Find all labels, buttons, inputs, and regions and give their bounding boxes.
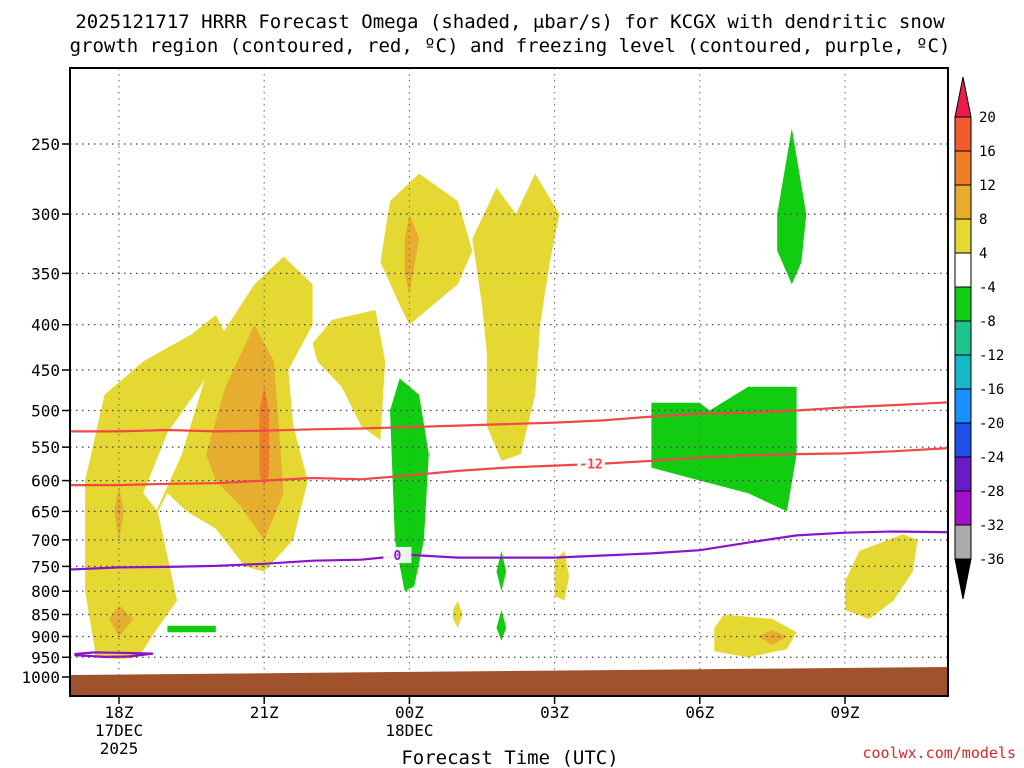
colorbar-label--8: -8 [979,314,996,330]
omega-region-downdraft-20z [167,625,216,633]
x-tick-label-00Z: 00Z [395,703,424,722]
y-tick-label-900: 900 [31,627,60,646]
omega-region-updraft-22z-lobe [312,310,386,441]
y-tick-label-650: 650 [31,502,60,521]
colorbar-band--24 [954,456,972,492]
colorbar-label--24: -24 [979,450,1004,466]
colorbar-label--16: -16 [979,382,1004,398]
omega-region-updraft-0700z-cell [453,600,463,628]
x-tick-label-06Z: 06Z [685,703,714,722]
omega-region-updraft-07z-core [757,630,787,645]
omega-region-downdraft-0200z-low [496,610,507,641]
colorbar-band-16 [954,150,972,186]
contour-dgz-bottom [70,447,948,487]
y-tick-label-700: 700 [31,531,60,550]
colorbar-band-20 [954,116,972,152]
grid-lines [70,68,948,696]
colorbar-label--36: -36 [979,552,1004,568]
y-tick-label-950: 950 [31,648,60,667]
colorbar-band-12 [954,184,972,220]
x-tick-label-03Z: 03Z [540,703,569,722]
colorbar-label-16: 16 [979,144,996,160]
omega-region-updraft-00z-upper [380,173,473,325]
y-tick-label-300: 300 [31,205,60,224]
colorbar-label--20: -20 [979,416,1004,432]
y-tick-label-800: 800 [31,582,60,601]
colorbar: 20 16 12 8 4 -4 -8 -12 -16 -20 -24 -28 -32 -36 [954,76,1004,600]
omega-region-downdraft-00z [390,378,429,592]
plot-area: -12 0 [69,67,990,697]
colorbar-band-4 [954,252,972,288]
contour-label-bg-freezing-level [383,546,412,563]
y-tick-label-850: 850 [31,606,60,625]
contour-label-freezing-level: 0 [393,549,401,564]
colorbar-band--4 [954,286,972,322]
y-tick-label-400: 400 [31,316,60,335]
contour-label-bg-dgz-bottom [577,455,605,472]
colorbar-bottom-arrow [954,558,972,600]
colorbar-label-8: 8 [979,212,987,228]
credit-link[interactable]: coolwx.com/models [862,744,1016,762]
omega-region-updraft-18z-core-b [109,605,134,637]
colorbar-band--16 [954,388,972,424]
x-tick-label-18Z: 18Z [105,703,134,722]
colorbar-label--12: -12 [979,348,1004,364]
colorbar-label-4: 4 [979,246,987,262]
omega-region-downdraft-0200z [496,550,507,592]
y-tick-label-600: 600 [31,472,60,491]
contour-label-dgz-bottom: -12 [579,458,602,473]
terrain-ground [70,667,948,696]
colorbar-label--28: -28 [979,484,1004,500]
colorbar-top-arrow [954,76,972,118]
omega-region-downdraft-11z [971,561,990,619]
contour-freezing-level [70,530,948,571]
colorbar-label--32: -32 [979,518,1004,534]
chart-title-line-1: 2025121717 HRRR Forecast Omega (shaded, … [75,11,945,33]
colorbar-band-8 [954,218,972,254]
y-tick-label-550: 550 [31,438,60,457]
colorbar-band--28 [954,490,972,526]
colorbar-band--12 [954,354,972,390]
x-tick-date-00Z: 18DEC [385,721,433,740]
x-tick-label-21Z: 21Z [250,703,279,722]
colorbar-band--8 [954,320,972,356]
colorbar-label-20: 20 [979,110,996,126]
y-tick-label-250: 250 [31,135,60,154]
y-tick-label-350: 350 [31,264,60,283]
contour-lines: -12 0 [70,401,948,659]
omega-region-updraft-09z-lower [845,534,918,619]
plot-frame [69,67,949,697]
omega-region-updraft-0930z-cell [554,550,570,601]
y-axis: 250 300 350 400 450 500 550 600 650 700 750 800 850 9… [21,135,70,687]
colorbar-band--32 [954,524,972,560]
x-tick-date-18Z: 17DEC [95,721,143,740]
omega-region-updraft-00z-core [404,214,420,295]
y-tick-label-1000: 1000 [21,668,60,687]
x-axis-label: Forecast Time (UTC) [401,747,618,768]
omega-region-updraft-21z-max [259,386,269,487]
omega-region-updraft-main-lower [85,315,231,660]
omega-region-updraft-01z-column [472,173,560,461]
y-tick-label-750: 750 [31,557,60,576]
y-tick-label-450: 450 [31,361,60,380]
colorbar-band--20 [954,422,972,458]
freezing-level-surface-loop [74,651,154,659]
colorbar-label-12: 12 [979,178,996,194]
contour-dgz-top [70,401,948,433]
x-tick-label-09Z: 09Z [831,703,860,722]
colorbar-label--4: -4 [979,280,996,296]
omega-region-downdraft-11z-core [985,582,990,606]
omega-region-downdraft-07z-upper [777,128,807,285]
y-tick-label-500: 500 [31,402,60,421]
x-tick-year-18Z: 2025 [100,739,139,758]
chart-title-line-2: growth region (contoured, red, ºC) and f… [70,35,951,57]
